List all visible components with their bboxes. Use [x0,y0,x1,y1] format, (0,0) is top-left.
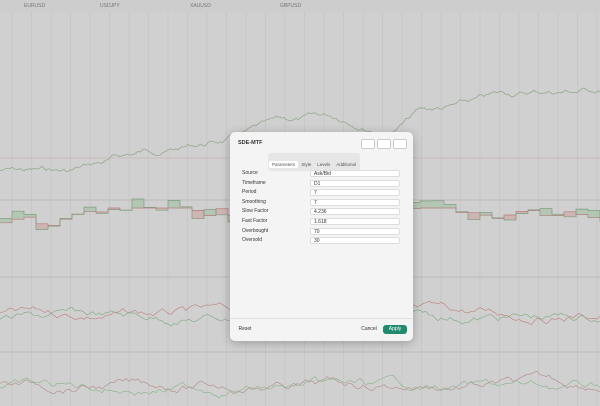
band-fill [84,207,96,212]
band-fill [444,204,456,208]
field-label: Slow Factor [242,208,269,215]
dialog-tab[interactable]: Style [301,162,312,167]
field-label: Period [242,189,257,196]
field-input[interactable]: Ask/Bid [310,170,400,177]
apply-button[interactable]: Apply [383,325,407,334]
band-fill [468,212,480,220]
band-fill [504,214,516,221]
symbol-tab[interactable]: USDJPY [100,3,120,9]
band-fill [204,209,216,216]
band-fill [24,214,36,218]
band-fill [552,214,564,216]
field-input[interactable]: D1 [310,179,400,187]
field-input[interactable]: 7 [310,198,400,206]
field-label: Overbought [242,227,269,234]
band-fill [132,199,144,208]
field-label: Source [242,170,258,176]
field-input[interactable]: 70 [310,227,400,235]
band-fill [420,201,432,208]
dialog-tabs: Parameters Style Levels Additional [268,153,361,171]
field-label: Timeframe [242,179,266,186]
band-fill [576,209,588,215]
band-fill [48,225,60,227]
band-fill [108,208,120,210]
band-fill [12,211,24,220]
band-fill [36,223,48,230]
icon-button[interactable] [377,139,391,149]
band-fill [156,208,168,211]
dialog-title: SDE-MTF [238,140,263,146]
symbol-tab[interactable]: XAUUSD [190,3,211,9]
band-fill [192,210,204,219]
icon-button[interactable] [361,139,375,149]
band-fill [216,208,228,215]
band-fill [516,211,528,214]
band-fill [564,211,576,217]
field-input[interactable]: 7 [310,189,400,197]
top-bar [0,0,600,12]
band-fill [96,212,108,214]
field-label: Oversold [242,237,263,244]
band-fill [588,210,600,218]
cancel-button[interactable]: Cancel [361,326,377,332]
dialog-tab[interactable]: Levels [317,162,331,167]
band-fill [168,200,180,208]
field-input[interactable]: 30 [310,237,400,245]
oscillator-line [0,370,600,395]
dialog-tab[interactable]: Parameters [269,161,299,168]
band-fill [408,202,420,209]
dialog-tab[interactable]: Additional [336,162,357,167]
field-input[interactable]: 4.236 [310,208,400,216]
band-fill [480,212,492,216]
field-label: Smoothing [242,198,266,205]
divider [230,318,413,319]
band-fill [180,206,192,208]
band-fill [540,208,552,216]
icon-button[interactable] [393,139,407,149]
symbol-tab[interactable]: GBPUSD [280,3,302,9]
symbol-tab[interactable]: EURUSD [24,3,46,9]
field-label: Fast Factor [242,218,268,224]
oscillator-line [0,374,600,399]
band-fill [0,218,12,223]
price-series [0,87,600,172]
field-input[interactable]: 1.618 [310,218,400,225]
settings-dialog: SDE-MTF Parameters Style Levels Additional … [230,132,413,341]
band-fill [432,200,444,208]
reset-button[interactable]: Reset [238,326,252,332]
